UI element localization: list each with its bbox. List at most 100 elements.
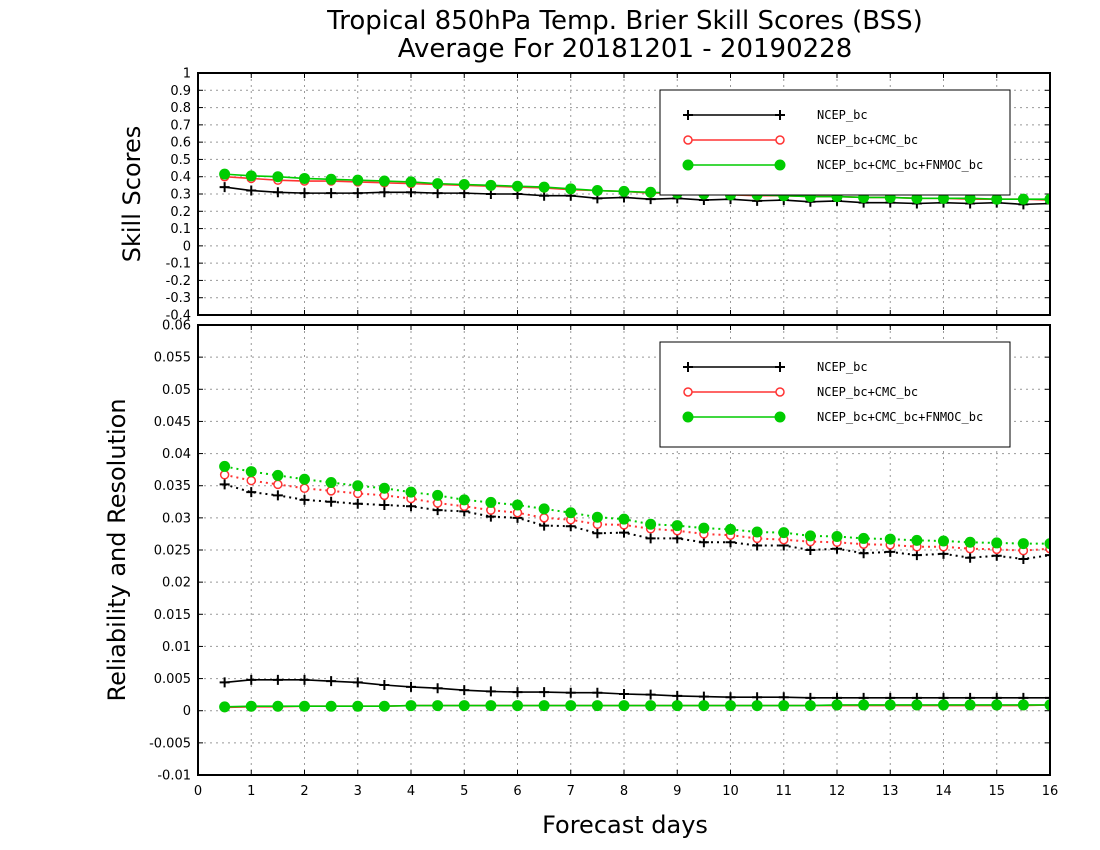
y-tick-label: 0: [183, 239, 191, 254]
data-point: [432, 178, 444, 190]
x-tick-label: 4: [407, 784, 415, 799]
y-tick-label: 0.02: [162, 576, 191, 591]
legend-label: NCEP_bc+CMC_bc: [817, 385, 918, 399]
x-tick-label: 10: [722, 784, 739, 799]
data-point: [405, 486, 417, 498]
legend-entry: NCEP_bc: [683, 360, 868, 374]
series-layer: [219, 168, 1050, 210]
data-point: [459, 685, 470, 696]
y-tick-label: -0.005: [149, 736, 191, 751]
data-point: [272, 171, 284, 183]
data-point: [858, 548, 869, 559]
data-point: [911, 699, 923, 711]
data-point: [485, 496, 497, 508]
data-point: [299, 188, 310, 199]
y-tick-label: 0.4: [170, 170, 191, 185]
data-point: [458, 494, 470, 506]
x-axis-title: Forecast days: [542, 811, 708, 839]
x-tick-label: 2: [300, 784, 308, 799]
data-point: [246, 674, 257, 685]
series-line: [224, 465, 1050, 545]
data-point: [938, 535, 949, 547]
data-point: [538, 700, 550, 712]
legend-marker-right: [775, 135, 785, 145]
data-point: [884, 699, 896, 711]
x-tick-label: 5: [460, 784, 468, 799]
data-point: [1044, 699, 1050, 711]
legend-marker-right: [775, 362, 785, 372]
data-point: [618, 700, 630, 712]
data-point: [432, 489, 444, 501]
y-tick-label: -0.4: [166, 309, 191, 324]
x-tick-label: 8: [620, 784, 628, 799]
chart-subtitle: Average For 20181201 - 20190228: [398, 34, 853, 64]
data-point: [299, 674, 310, 685]
data-point: [565, 507, 577, 519]
data-point: [246, 475, 256, 486]
data-point: [245, 466, 257, 478]
y-tick-label: 0: [183, 704, 191, 719]
data-point: [1017, 699, 1029, 711]
data-point: [352, 174, 364, 186]
data-point: [1045, 550, 1050, 561]
data-point: [1017, 193, 1029, 205]
data-point: [778, 700, 790, 712]
y-tick-label: 0.3: [170, 188, 191, 203]
data-point: [512, 687, 523, 698]
data-point: [698, 700, 710, 712]
data-point: [618, 513, 630, 525]
data-point: [565, 687, 576, 698]
data-point: [219, 479, 230, 490]
data-point: [725, 523, 736, 535]
data-point: [352, 677, 363, 688]
data-point: [991, 537, 1003, 549]
data-point: [539, 513, 549, 523]
x-tick-label: 12: [829, 784, 846, 799]
legend-entry: NCEP_bc: [683, 108, 868, 122]
data-point: [272, 469, 284, 481]
chart-title: Tropical 850hPa Temp. Brier Skill Scores…: [326, 6, 923, 36]
data-point: [964, 536, 976, 548]
data-point: [619, 689, 629, 699]
y-tick-label: 0.06: [162, 319, 191, 334]
y-tick-label: 0.9: [170, 84, 191, 99]
legend-marker-right: [774, 411, 786, 423]
y-tick-label: 0.01: [162, 640, 191, 655]
data-point: [1017, 538, 1029, 550]
y-tick-label: 0.045: [154, 415, 191, 430]
data-point: [379, 187, 390, 198]
data-point: [565, 700, 577, 712]
data-point: [432, 700, 444, 712]
legend-marker-right: [775, 110, 785, 120]
x-tick-label: 3: [354, 784, 362, 799]
data-point: [645, 700, 657, 712]
data-point: [272, 700, 284, 712]
data-point: [405, 700, 417, 712]
data-point: [406, 681, 416, 692]
data-point: [645, 518, 657, 530]
x-tick-label: 1: [247, 784, 255, 799]
legend-label: NCEP_bc+CMC_bc+FNMOC_bc: [817, 158, 983, 172]
data-point: [805, 545, 816, 555]
data-point: [379, 500, 390, 510]
data-point: [804, 700, 816, 712]
data-point: [858, 532, 870, 544]
data-point: [698, 522, 710, 534]
legend-marker-left: [683, 362, 693, 372]
x-tick-label: 9: [673, 784, 681, 799]
y-axis: -0.01 -0.005 0 0.005 0.01 0.015 0.02 0.025 0.03 0…: [149, 319, 1050, 784]
data-point: [1018, 554, 1029, 564]
data-point: [698, 537, 709, 548]
data-point: [911, 534, 923, 546]
data-point: [326, 676, 337, 687]
plot-frame: [197, 324, 1051, 776]
data-point: [219, 470, 230, 480]
data-point: [645, 689, 656, 700]
data-point: [938, 699, 949, 711]
legend-box: [659, 89, 1011, 196]
data-point: [245, 170, 257, 182]
y-tick-label: -0.01: [157, 769, 191, 784]
data-point: [539, 687, 550, 698]
legend: NCEP_bc NCEP_bc+CMC_bc NCEP_bc+CMC_bc+FNMO…: [659, 341, 1011, 448]
